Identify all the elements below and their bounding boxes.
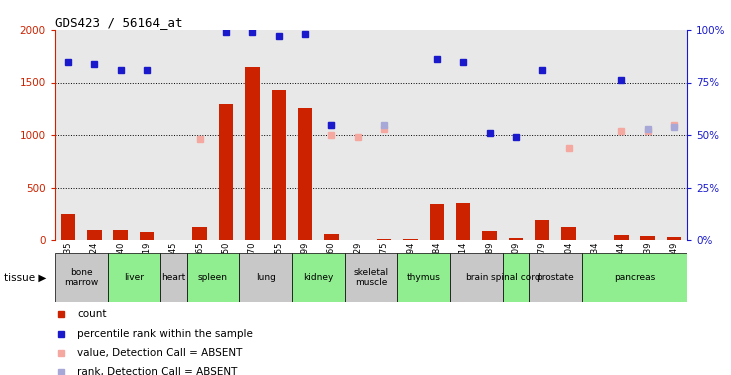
Text: skeletal
muscle: skeletal muscle — [353, 268, 389, 287]
Bar — [186, 253, 239, 302]
Bar — [430, 204, 444, 240]
Bar — [192, 227, 207, 240]
Text: GDS423 / 56164_at: GDS423 / 56164_at — [55, 16, 182, 29]
Bar — [55, 253, 107, 302]
Text: brain: brain — [465, 273, 488, 282]
Bar — [456, 203, 471, 240]
Bar — [292, 253, 344, 302]
Bar — [344, 253, 398, 302]
Text: spinal cord: spinal cord — [491, 273, 541, 282]
Text: value, Detection Call = ABSENT: value, Detection Call = ABSENT — [77, 348, 243, 358]
Text: percentile rank within the sample: percentile rank within the sample — [77, 328, 253, 339]
Text: lung: lung — [256, 273, 276, 282]
Bar — [614, 235, 629, 240]
Bar — [529, 253, 582, 302]
Bar — [377, 239, 391, 240]
Text: heart: heart — [162, 273, 186, 282]
Bar — [113, 230, 128, 240]
Bar — [398, 253, 450, 302]
Bar — [503, 253, 529, 302]
Text: tissue ▶: tissue ▶ — [4, 273, 46, 282]
Text: liver: liver — [124, 273, 144, 282]
Bar — [404, 239, 417, 240]
Text: rank, Detection Call = ABSENT: rank, Detection Call = ABSENT — [77, 367, 238, 375]
Bar — [509, 238, 523, 240]
Text: kidney: kidney — [303, 273, 333, 282]
Bar — [325, 234, 338, 240]
Bar — [640, 236, 655, 240]
Text: count: count — [77, 309, 107, 320]
Text: thymus: thymus — [406, 273, 441, 282]
Bar — [160, 253, 186, 302]
Bar — [482, 231, 497, 240]
Bar — [245, 67, 260, 240]
Bar — [219, 104, 233, 240]
Bar — [61, 214, 75, 240]
Text: prostate: prostate — [537, 273, 575, 282]
Text: bone
marrow: bone marrow — [64, 268, 98, 287]
Bar — [561, 227, 576, 240]
Bar — [239, 253, 292, 302]
Bar — [87, 230, 102, 240]
Bar — [535, 219, 550, 240]
Bar — [271, 90, 286, 240]
Text: spleen: spleen — [198, 273, 228, 282]
Bar — [450, 253, 503, 302]
Bar — [298, 108, 312, 240]
Bar — [107, 253, 160, 302]
Text: pancreas: pancreas — [614, 273, 655, 282]
Bar — [667, 237, 681, 240]
Bar — [582, 253, 687, 302]
Bar — [140, 232, 154, 240]
